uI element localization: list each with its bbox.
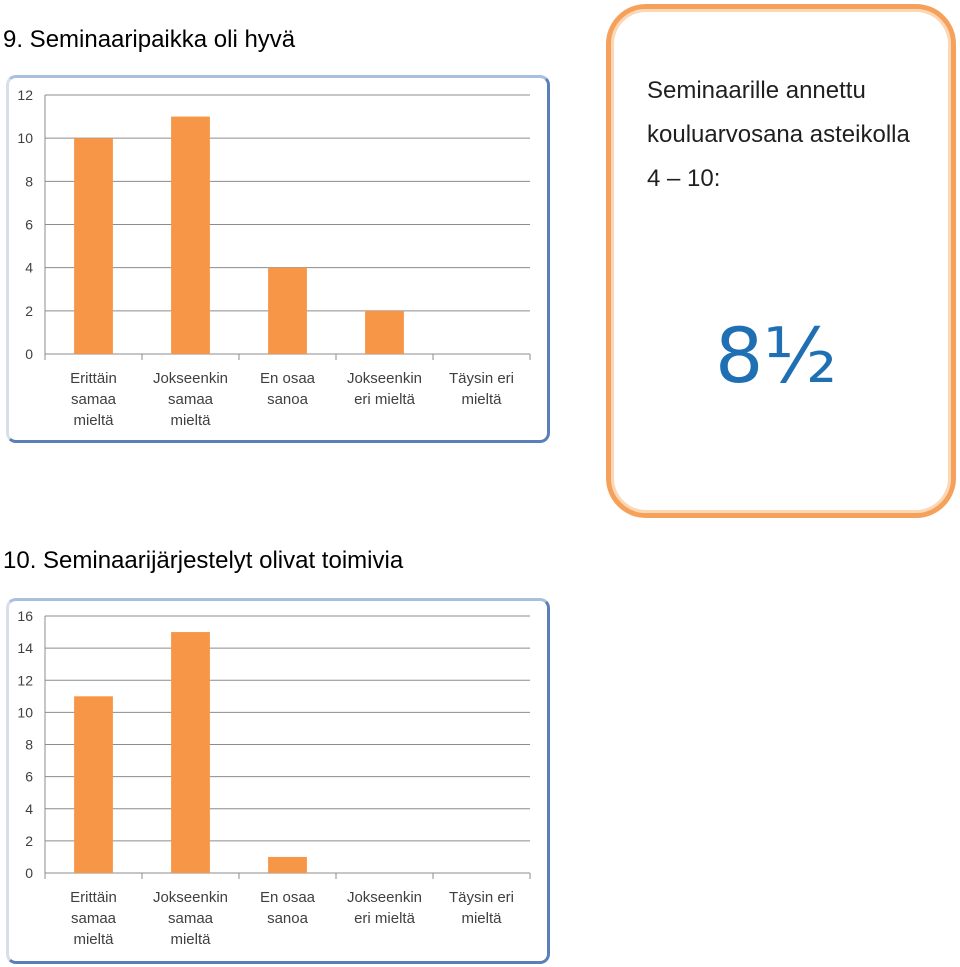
chart1-ytick-label: 8 bbox=[25, 173, 33, 189]
chart1-ytick-label: 0 bbox=[25, 346, 33, 362]
chart1-bar bbox=[365, 310, 404, 354]
callout-line-1: Seminaarille annettu bbox=[647, 77, 866, 104]
chart2-ytick-label: 14 bbox=[17, 640, 33, 656]
callout-text: Seminaarille annettu kouluarvosana astei… bbox=[647, 69, 947, 201]
chart2-category-label: Erittäin samaa mieltä bbox=[70, 889, 117, 948]
chart2-ytick-label: 16 bbox=[17, 608, 33, 624]
chart1-category-label: Täysin eri mieltä bbox=[449, 370, 514, 408]
callout-line-2: kouluarvosana asteikolla bbox=[647, 121, 910, 148]
chart2-category-label: En osaa sanoa bbox=[260, 889, 316, 927]
chart2-ytick-label: 4 bbox=[25, 801, 33, 817]
chart1-category-label: En osaa sanoa bbox=[260, 370, 316, 408]
chart2-ytick-label: 6 bbox=[25, 769, 33, 785]
chart2-bar bbox=[171, 632, 210, 873]
chart1-ytick-label: 4 bbox=[25, 260, 33, 276]
chart2-category-label: Jokseenkin eri mieltä bbox=[347, 889, 422, 927]
chart2-category-label: Jokseenkin samaa mieltä bbox=[153, 889, 228, 948]
chart2-ytick-label: 0 bbox=[25, 865, 33, 881]
chart2-ytick-label: 8 bbox=[25, 737, 33, 753]
chart1-bar bbox=[171, 116, 210, 354]
chart2-ytick-label: 12 bbox=[17, 672, 33, 688]
chart1-ytick-label: 6 bbox=[25, 217, 33, 233]
chart2-bar bbox=[74, 696, 113, 873]
callout-line-3: 4 – 10: bbox=[647, 165, 721, 192]
chart2-category-label: Täysin eri mieltä bbox=[449, 889, 514, 927]
chart1-ytick-label: 10 bbox=[17, 130, 33, 146]
chart1-category-label: Erittäin samaa mieltä bbox=[70, 370, 117, 429]
chart1-category-label: Jokseenkin eri mieltä bbox=[347, 370, 422, 408]
chart1-title: 9. Seminaaripaikka oli hyvä bbox=[3, 26, 296, 53]
chart1-ytick-label: 12 bbox=[17, 87, 33, 103]
average-grade: 8½ bbox=[715, 311, 838, 400]
chart2-bar bbox=[268, 856, 307, 873]
chart1-ytick-label: 2 bbox=[25, 303, 33, 319]
chart1-category-label: Jokseenkin samaa mieltä bbox=[153, 370, 228, 429]
chart1-bar bbox=[74, 138, 113, 354]
grade-callout: Seminaarille annettu kouluarvosana astei… bbox=[606, 4, 956, 518]
chart2-ytick-label: 2 bbox=[25, 833, 33, 849]
chart1-bar bbox=[268, 267, 307, 354]
chart2-title: 10. Seminaarijärjestelyt olivat toimivia bbox=[3, 547, 404, 574]
chart2-ytick-label: 10 bbox=[17, 704, 33, 720]
